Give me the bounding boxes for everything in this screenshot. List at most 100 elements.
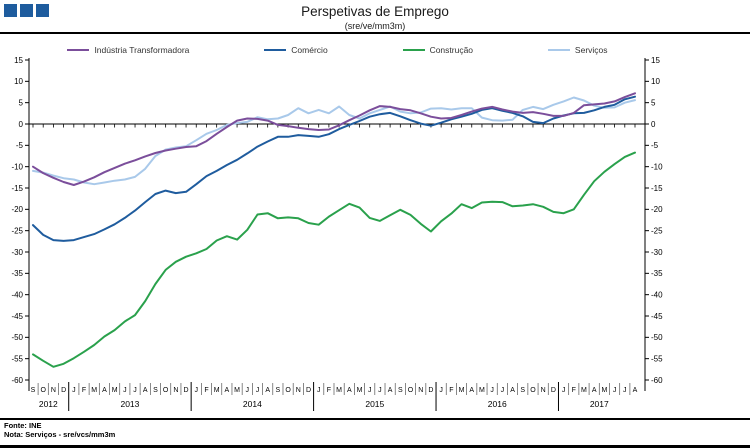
footer-divider bbox=[0, 418, 750, 420]
svg-text:O: O bbox=[163, 387, 169, 394]
svg-text:-55: -55 bbox=[651, 354, 663, 363]
svg-text:2013: 2013 bbox=[120, 399, 139, 409]
svg-text:O: O bbox=[285, 387, 291, 394]
svg-text:-30: -30 bbox=[651, 248, 663, 257]
svg-text:15: 15 bbox=[651, 56, 660, 65]
legend-item-servicos: Serviços bbox=[547, 45, 608, 55]
svg-text:J: J bbox=[613, 387, 617, 394]
chart-header: Perspetivas de Emprego (sre/ve/mm3m) bbox=[0, 4, 750, 31]
svg-text:J: J bbox=[378, 387, 382, 394]
svg-text:0: 0 bbox=[651, 120, 656, 129]
svg-text:N: N bbox=[418, 387, 423, 394]
svg-text:-25: -25 bbox=[11, 226, 23, 235]
svg-text:2012: 2012 bbox=[39, 399, 58, 409]
source-note: Fonte: INE bbox=[4, 421, 42, 430]
svg-text:-50: -50 bbox=[651, 333, 663, 342]
svg-text:-5: -5 bbox=[16, 141, 24, 150]
svg-text:J: J bbox=[123, 387, 127, 394]
svg-text:-60: -60 bbox=[11, 376, 23, 385]
svg-text:15: 15 bbox=[14, 56, 23, 65]
svg-text:F: F bbox=[327, 387, 331, 394]
chart-subtitle: (sre/ve/mm3m) bbox=[344, 21, 406, 31]
svg-text:M: M bbox=[581, 387, 587, 394]
legend-item-comercio: Comércio bbox=[264, 45, 328, 55]
svg-text:J: J bbox=[195, 387, 199, 394]
legend-label: Serviços bbox=[574, 45, 608, 55]
svg-text:D: D bbox=[428, 387, 433, 394]
chart-title: Perspetivas de Emprego bbox=[301, 4, 449, 19]
legend-swatch-icon bbox=[402, 48, 425, 52]
svg-text:O: O bbox=[530, 387, 536, 394]
svg-text:J: J bbox=[317, 387, 321, 394]
svg-text:J: J bbox=[256, 387, 260, 394]
svg-text:A: A bbox=[510, 387, 515, 394]
svg-text:F: F bbox=[449, 387, 453, 394]
svg-text:M: M bbox=[459, 387, 465, 394]
svg-text:-35: -35 bbox=[651, 269, 663, 278]
svg-text:-45: -45 bbox=[651, 312, 663, 321]
legend-swatch-icon bbox=[547, 48, 570, 52]
svg-text:N: N bbox=[296, 387, 301, 394]
svg-text:-35: -35 bbox=[11, 269, 23, 278]
svg-text:0: 0 bbox=[19, 120, 24, 129]
series-line-construcao bbox=[32, 151, 636, 368]
logo-square bbox=[20, 4, 33, 17]
legend-label: Construção bbox=[429, 45, 474, 55]
legend-label: Indústria Transformadora bbox=[94, 45, 190, 55]
svg-text:10: 10 bbox=[14, 77, 23, 86]
chart-footer: Fonte: INE Nota: Serviços - sre/vcs/mm3m bbox=[4, 421, 115, 439]
svg-text:S: S bbox=[520, 387, 525, 394]
svg-text:M: M bbox=[234, 387, 240, 394]
legend-item-construcao: Construção bbox=[402, 45, 474, 55]
svg-text:O: O bbox=[408, 387, 414, 394]
svg-text:-30: -30 bbox=[11, 248, 23, 257]
svg-text:M: M bbox=[479, 387, 485, 394]
svg-text:-40: -40 bbox=[11, 290, 23, 299]
svg-text:J: J bbox=[246, 387, 250, 394]
svg-text:-60: -60 bbox=[651, 376, 663, 385]
svg-text:J: J bbox=[439, 387, 443, 394]
svg-text:J: J bbox=[368, 387, 372, 394]
legend-swatch-icon bbox=[264, 48, 287, 52]
legend-item-industria-transformadora: Indústria Transformadora bbox=[67, 45, 189, 55]
bottom-border bbox=[0, 445, 750, 448]
svg-text:2014: 2014 bbox=[243, 399, 262, 409]
svg-text:-25: -25 bbox=[651, 226, 663, 235]
ine-logo bbox=[4, 4, 49, 17]
svg-text:-55: -55 bbox=[11, 354, 23, 363]
svg-text:D: D bbox=[184, 387, 189, 394]
svg-text:A: A bbox=[143, 387, 148, 394]
header-divider bbox=[0, 32, 750, 34]
svg-text:2016: 2016 bbox=[488, 399, 507, 409]
svg-text:F: F bbox=[572, 387, 576, 394]
logo-square bbox=[4, 4, 17, 17]
svg-text:-15: -15 bbox=[651, 184, 663, 193]
series-line-industria-transformadora bbox=[32, 92, 636, 186]
svg-text:J: J bbox=[623, 387, 627, 394]
svg-text:-5: -5 bbox=[651, 141, 659, 150]
svg-text:A: A bbox=[102, 387, 107, 394]
svg-text:F: F bbox=[204, 387, 208, 394]
svg-text:-10: -10 bbox=[11, 162, 23, 171]
svg-text:A: A bbox=[633, 387, 638, 394]
svg-text:N: N bbox=[541, 387, 546, 394]
svg-text:M: M bbox=[601, 387, 607, 394]
svg-text:M: M bbox=[357, 387, 363, 394]
svg-text:A: A bbox=[225, 387, 230, 394]
chart-legend: Indústria Transformadora Comércio Constr… bbox=[30, 45, 645, 55]
svg-text:A: A bbox=[265, 387, 270, 394]
svg-text:N: N bbox=[173, 387, 178, 394]
svg-text:5: 5 bbox=[19, 98, 24, 107]
svg-text:S: S bbox=[153, 387, 158, 394]
svg-text:M: M bbox=[112, 387, 118, 394]
svg-text:D: D bbox=[551, 387, 556, 394]
svg-text:J: J bbox=[133, 387, 137, 394]
svg-text:-20: -20 bbox=[651, 205, 663, 214]
legend-swatch-icon bbox=[67, 48, 90, 52]
svg-text:M: M bbox=[91, 387, 97, 394]
svg-text:-20: -20 bbox=[11, 205, 23, 214]
method-note: Nota: Serviços - sre/vcs/mm3m bbox=[4, 430, 116, 439]
svg-text:2015: 2015 bbox=[365, 399, 384, 409]
svg-text:F: F bbox=[82, 387, 86, 394]
